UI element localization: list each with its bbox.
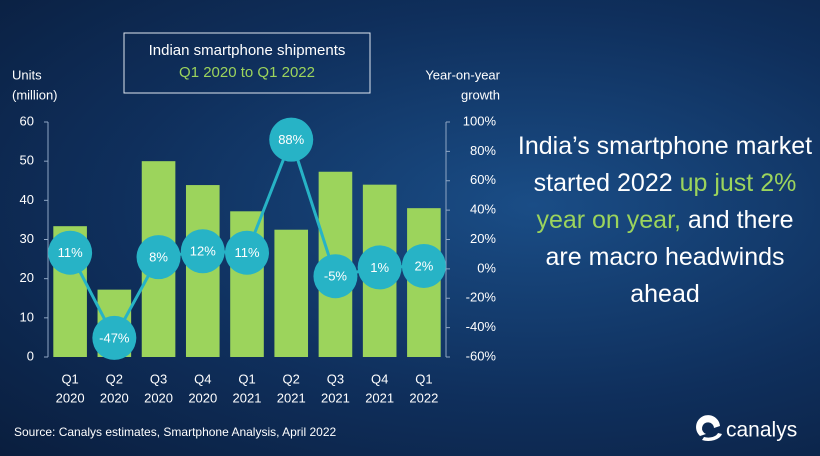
y2-tick-label: 40% (470, 202, 496, 217)
y2-tick-label: 0% (477, 260, 496, 275)
growth-marker (401, 243, 446, 288)
x-tick-label: 2020 (100, 390, 129, 405)
data-label: 1% (370, 260, 389, 275)
x-tick-label: Q1 (415, 371, 432, 386)
x-tick-label: Q4 (194, 371, 211, 386)
x-tick-label: Q2 (106, 371, 123, 386)
growth-marker (357, 245, 402, 290)
growth-marker (269, 117, 314, 162)
x-tick-label: 2021 (321, 390, 350, 405)
y-tick-label: 30 (20, 231, 34, 246)
headline-text: and there are macro headwinds ahead (545, 206, 794, 308)
chart-title: Indian smartphone shipments (149, 42, 346, 59)
x-tick-label: Q1 (61, 371, 78, 386)
headline-highlight: up just 2% year on year, (536, 169, 797, 234)
x-tick-label: 2021 (365, 390, 394, 405)
data-label: -5% (324, 269, 348, 284)
logo-text: canalys (726, 419, 797, 442)
growth-marker (313, 254, 358, 299)
data-label: 88% (278, 132, 304, 147)
data-label: 11% (234, 245, 259, 260)
y2-tick-label: -60% (466, 348, 497, 363)
title-box (123, 32, 371, 94)
x-tick-label: Q3 (327, 371, 344, 386)
y-tick-label: 10 (20, 309, 34, 324)
y-axis-title: (million) (12, 87, 58, 102)
y2-axis-title: growth (461, 87, 500, 102)
data-label: 2% (414, 258, 433, 273)
growth-marker (136, 235, 181, 280)
x-tick-label: Q1 (238, 371, 255, 386)
y-tick-label: 20 (20, 270, 34, 285)
x-tick-label: 2020 (188, 390, 217, 405)
y2-tick-label: -40% (466, 319, 497, 334)
x-tick-label: 2022 (409, 390, 438, 405)
x-tick-label: Q4 (371, 371, 388, 386)
data-label: 8% (149, 250, 168, 265)
growth-marker (48, 230, 93, 275)
y2-axis-title: Year-on-year (425, 67, 500, 82)
growth-marker (225, 230, 269, 275)
bar (274, 229, 309, 357)
data-label: 11% (58, 245, 83, 260)
headline: India’s smartphone market started 2022 u… (515, 128, 815, 313)
y2-tick-label: -20% (466, 290, 497, 305)
y2-tick-label: 20% (470, 231, 496, 246)
y-tick-label: 60 (20, 113, 34, 128)
growth-marker (92, 315, 137, 360)
y2-tick-label: 60% (470, 172, 496, 187)
source: Source: Canalys estimates, Smartphone An… (14, 425, 336, 439)
x-tick-label: 2020 (144, 390, 173, 405)
y-tick-label: 0 (27, 348, 34, 363)
x-tick-label: 2021 (277, 390, 306, 405)
y-axis-title: Units (12, 67, 42, 82)
chart-subtitle: Q1 2020 to Q1 2022 (179, 64, 315, 81)
y2-tick-label: 80% (470, 143, 496, 158)
headline-text: India’s smartphone market started 2022 (517, 132, 813, 197)
y-tick-label: 50 (20, 153, 34, 168)
growth-marker (180, 229, 225, 274)
x-tick-label: Q2 (283, 371, 300, 386)
x-tick-label: 2020 (56, 390, 85, 405)
x-tick-label: 2021 (233, 390, 262, 405)
x-tick-label: Q3 (150, 371, 167, 386)
y2-tick-label: 100% (463, 113, 497, 128)
y-tick-label: 40 (20, 192, 34, 207)
data-label: 12% (190, 244, 216, 259)
logo-icon (696, 415, 722, 441)
data-label: -47% (99, 330, 130, 345)
